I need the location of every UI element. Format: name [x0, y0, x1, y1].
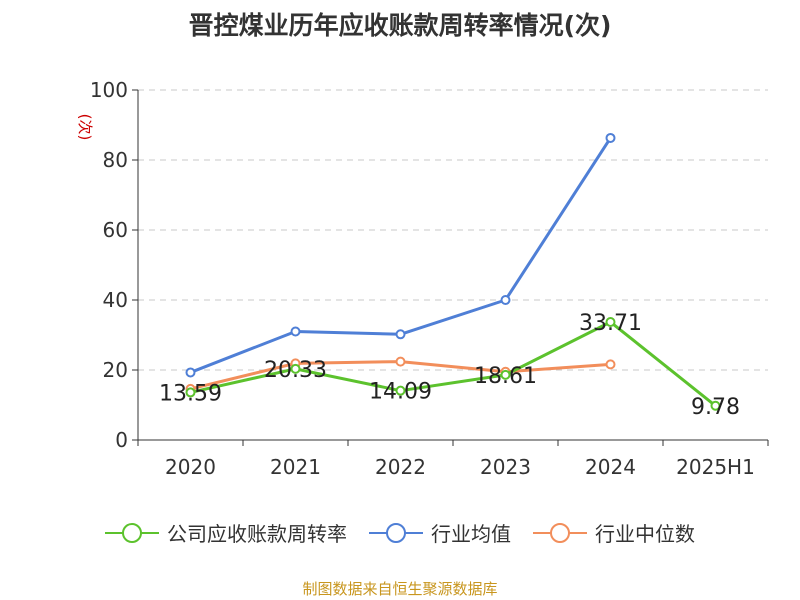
x-tick-label: 2021	[270, 455, 321, 479]
data-point	[605, 317, 616, 328]
axes: 0 20 40 60 80 100 (次) 2020 2021 2022 2023 2024 2025H…	[76, 78, 769, 479]
data-label: 18.61	[474, 364, 537, 389]
legend-swatch	[369, 522, 423, 543]
legend-swatch	[105, 522, 159, 543]
data-point	[605, 359, 616, 370]
data-label: 33.71	[579, 311, 642, 336]
legend-item: 行业均值	[369, 518, 511, 547]
data-point	[395, 329, 406, 340]
data-label: 13.59	[159, 381, 222, 406]
data-point	[185, 367, 196, 378]
data-point	[395, 385, 406, 396]
y-tick-label: 0	[115, 428, 128, 452]
data-point	[185, 387, 196, 398]
x-tick-label: 2024	[585, 455, 636, 479]
x-tick-label: 2025H1	[676, 455, 755, 479]
data-point	[605, 132, 616, 143]
legend-label: 公司应收账款周转率	[167, 522, 347, 546]
chart-title: 晋控煤业历年应收账款周转率情况(次)	[188, 11, 612, 40]
y-tick-label: 100	[90, 78, 128, 102]
data-label: 9.78	[691, 395, 740, 420]
legend-label: 行业中位数	[595, 522, 695, 546]
data-point	[710, 400, 721, 411]
legend-label: 行业均值	[431, 522, 511, 546]
y-tick-label: 80	[103, 148, 128, 172]
data-point	[500, 295, 511, 305]
data-point	[290, 326, 301, 337]
legend-swatch	[533, 522, 587, 543]
x-tick-label: 2023	[480, 455, 531, 479]
legend-item: 公司应收账款周转率	[105, 518, 347, 547]
data-labels: 13.59 20.33 14.09 18.61 33.71 9.78	[159, 311, 740, 420]
data-point	[500, 369, 511, 380]
series-lines	[185, 132, 721, 411]
y-tick-label: 60	[103, 218, 128, 242]
data-point	[290, 363, 301, 374]
legend: 公司应收账款周转率 行业均值 行业中位数	[0, 518, 800, 547]
data-label: 14.09	[369, 380, 432, 405]
source-note: 制图数据来自恒生聚源数据库	[302, 580, 498, 598]
y-axis-label: (次)	[76, 114, 94, 141]
x-tick-label: 2022	[375, 455, 426, 479]
gridlines	[138, 89, 768, 371]
legend-item: 行业中位数	[533, 518, 695, 547]
data-label: 20.33	[264, 358, 327, 383]
data-point	[395, 356, 406, 367]
x-tick-label: 2020	[165, 455, 216, 479]
y-tick-label: 40	[103, 288, 128, 312]
y-tick-label: 20	[103, 358, 128, 382]
series-line	[190, 320, 717, 407]
